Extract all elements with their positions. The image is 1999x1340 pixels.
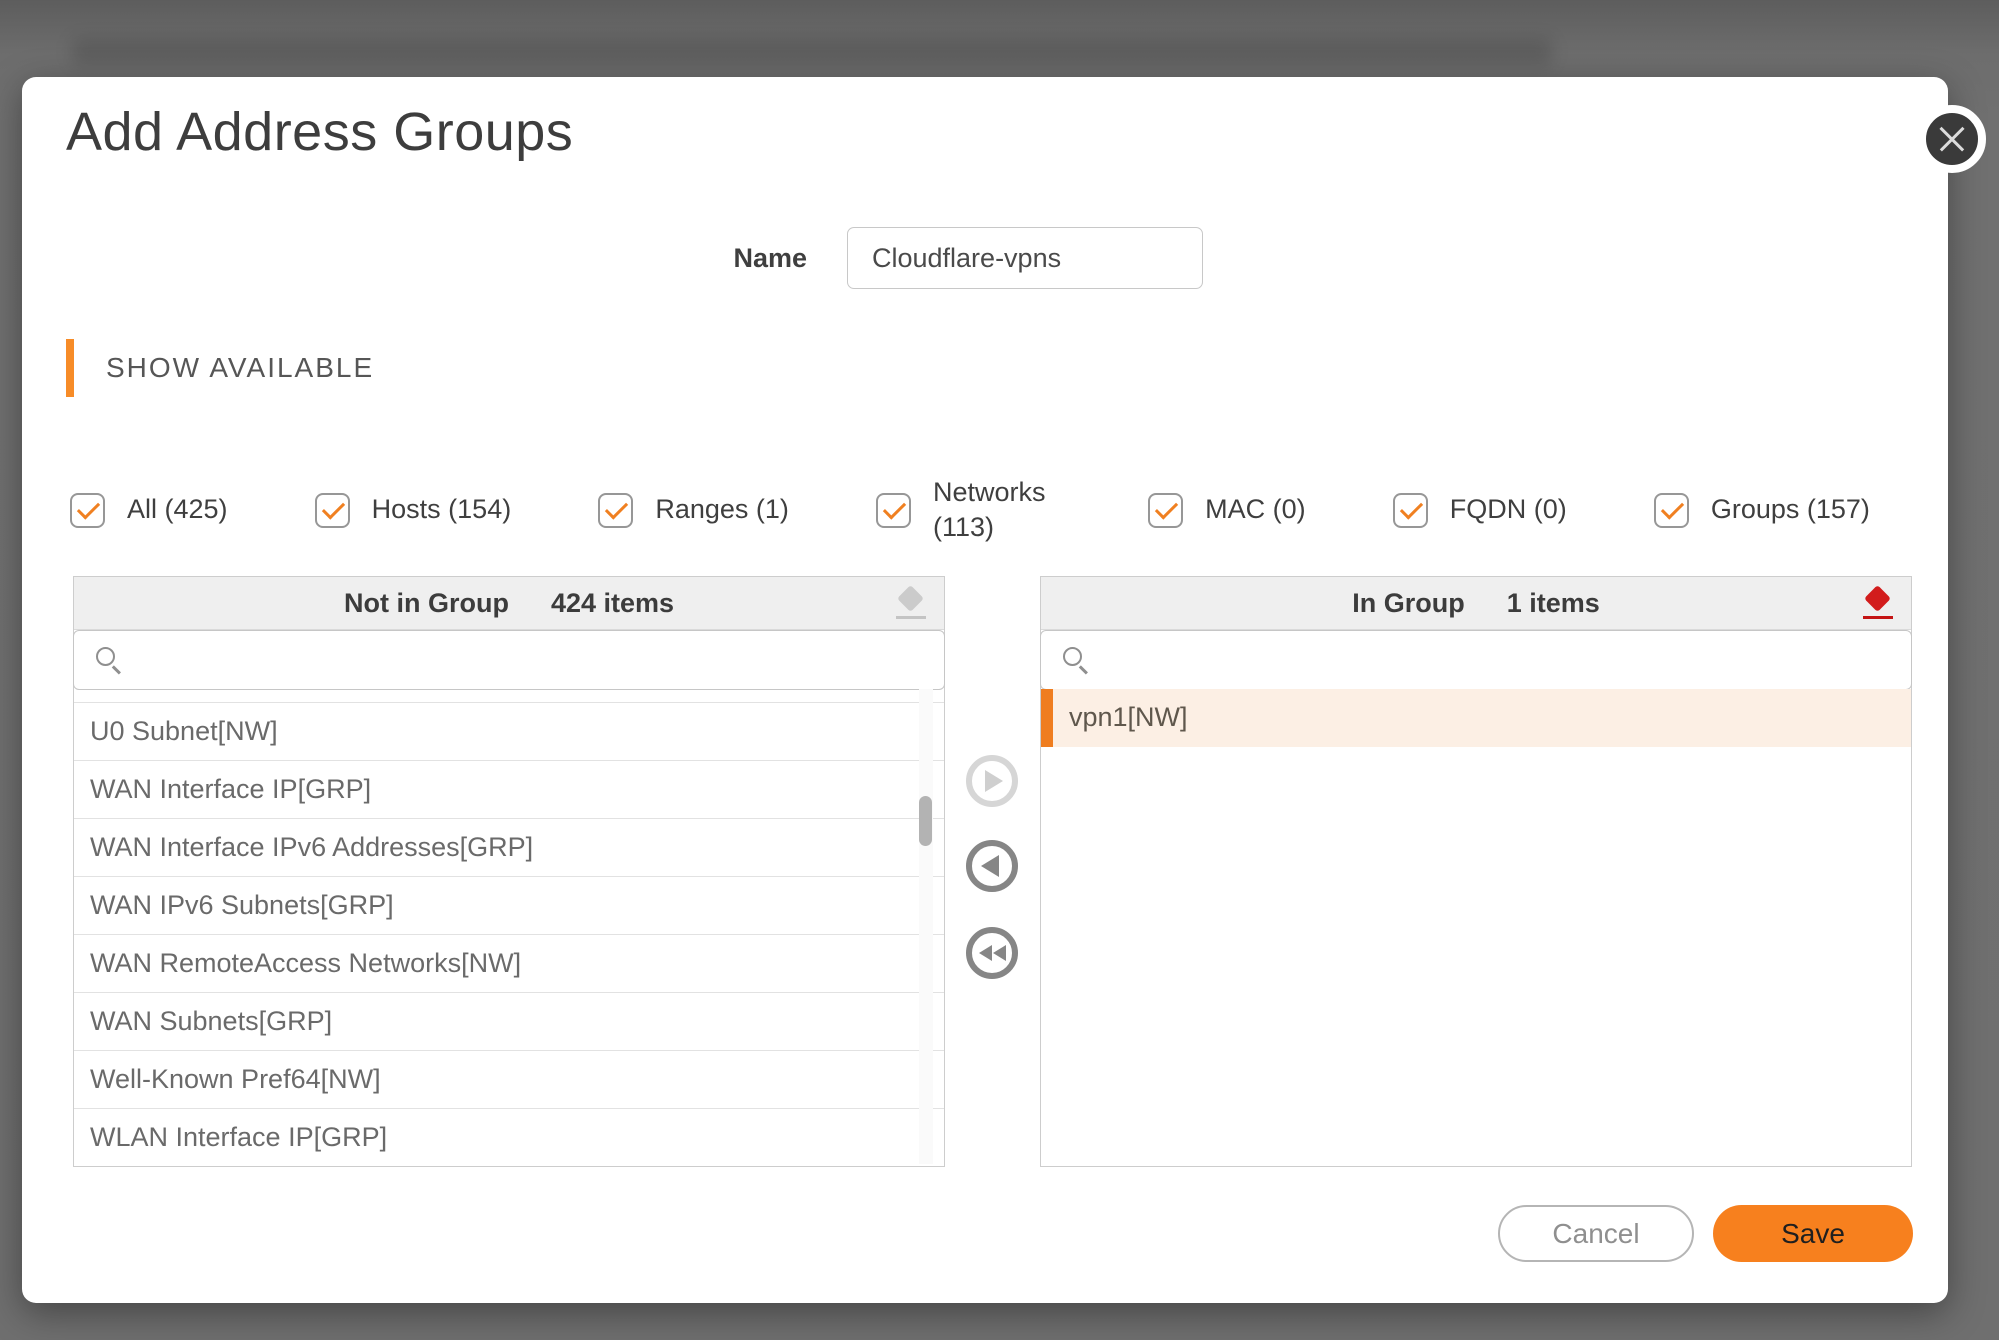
show-available-section: SHOW AVAILABLE (66, 339, 374, 397)
background-page-blur (72, 38, 1552, 66)
cancel-button[interactable]: Cancel (1498, 1205, 1694, 1262)
list-item[interactable]: U0 Subnet[NW] (74, 703, 944, 761)
checkmark-icon (76, 495, 101, 520)
filter-fqdn[interactable]: FQDN (0) (1392, 492, 1567, 528)
list-item[interactable]: WAN IPv6 Subnets[GRP] (74, 877, 944, 935)
list-item[interactable]: WAN Interface IP[GRP] (74, 761, 944, 819)
list-item[interactable]: WAN RemoteAccess Networks[NW] (74, 935, 944, 993)
filter-hosts[interactable]: Hosts (154) (314, 492, 512, 528)
list-item[interactable]: vpn1[NW] (1041, 689, 1911, 747)
arrow-left-icon (981, 855, 999, 877)
close-button[interactable] (1918, 105, 1986, 173)
in-group-search-input[interactable] (1041, 631, 1911, 689)
filter-ranges[interactable]: Ranges (1) (598, 492, 789, 528)
section-title: SHOW AVAILABLE (106, 352, 375, 383)
in-group-panel: In Group 1 items vpn1[NW] (1040, 576, 1912, 1167)
filter-all[interactable]: All (425) (70, 492, 228, 528)
filter-label: Hosts (154) (371, 494, 512, 525)
filter-networks[interactable]: Networks (113) (876, 475, 1061, 545)
list-scrollbar (919, 689, 933, 1164)
checkmark-icon (1154, 495, 1179, 520)
remove-from-group-button[interactable] (966, 840, 1018, 892)
list-item[interactable]: Well-Known Pref64[NW] (74, 1051, 944, 1109)
filter-label: Networks (113) (933, 476, 1046, 542)
panel-count: 424 items (550, 587, 675, 618)
not-in-group-search-input[interactable] (74, 631, 944, 689)
not-in-group-search (73, 630, 945, 690)
in-group-list: vpn1[NW] (1041, 689, 1911, 1166)
remove-all-from-group-button[interactable] (966, 927, 1018, 979)
in-group-header: In Group 1 items (1041, 577, 1911, 630)
panel-title: Not in Group (343, 587, 509, 618)
double-arrow-left-icon (978, 945, 1006, 961)
checkbox-hosts[interactable] (314, 492, 350, 528)
panel-title: In Group (1352, 587, 1465, 618)
section-accent-bar (66, 339, 74, 397)
filter-mac[interactable]: MAC (0) (1148, 492, 1306, 528)
filter-groups[interactable]: Groups (157) (1653, 492, 1870, 528)
clear-group-icon[interactable] (1861, 584, 1895, 622)
panel-count: 1 items (1506, 587, 1600, 618)
filter-label: MAC (0) (1205, 494, 1306, 525)
name-input[interactable] (847, 227, 1203, 289)
checkbox-all[interactable] (70, 492, 105, 528)
clear-selection-icon[interactable] (894, 584, 928, 622)
dialog-title: Add Address Groups (66, 102, 574, 162)
filter-label: All (425) (127, 494, 228, 525)
move-to-group-button[interactable] (966, 755, 1018, 807)
checkmark-icon (1660, 495, 1685, 520)
filter-label: Groups (157) (1710, 494, 1870, 525)
filter-row: All (425) Hosts (154) Ranges (1) Networks (… (70, 472, 1870, 548)
list-item[interactable]: WAN Subnets[GRP] (74, 993, 944, 1051)
not-in-group-list: U0 Subnet[NW] WAN Interface IP[GRP] WAN In… (74, 689, 944, 1166)
partially-visible-row (74, 689, 944, 703)
in-group-search (1040, 630, 1912, 690)
name-label: Name (733, 243, 807, 273)
checkbox-groups[interactable] (1653, 492, 1689, 528)
list-item[interactable]: WLAN Interface IP[GRP] (74, 1109, 944, 1166)
filter-label: Ranges (1) (655, 494, 789, 525)
not-in-group-panel: Not in Group 424 items U0 Subnet[NW] WAN … (73, 576, 945, 1167)
add-address-groups-dialog: Add Address Groups Name SHOW AVAILABLE A… (22, 77, 1986, 1303)
checkbox-networks[interactable] (876, 492, 912, 528)
list-item[interactable]: WAN Interface IPv6 Addresses[GRP] (74, 819, 944, 877)
checkmark-icon (1399, 495, 1423, 520)
checkmark-icon (605, 495, 629, 520)
not-in-group-header: Not in Group 424 items (74, 577, 944, 630)
scrollbar-thumb[interactable] (919, 796, 932, 846)
checkmark-icon (321, 495, 345, 520)
checkmark-icon (882, 495, 907, 520)
checkbox-mac[interactable] (1148, 492, 1184, 528)
checkbox-ranges[interactable] (598, 492, 634, 528)
filter-label: FQDN (0) (1449, 494, 1567, 525)
arrow-right-icon (985, 770, 1003, 792)
checkbox-fqdn[interactable] (1392, 492, 1428, 528)
close-icon (1926, 113, 1978, 165)
save-button[interactable]: Save (1713, 1205, 1913, 1262)
